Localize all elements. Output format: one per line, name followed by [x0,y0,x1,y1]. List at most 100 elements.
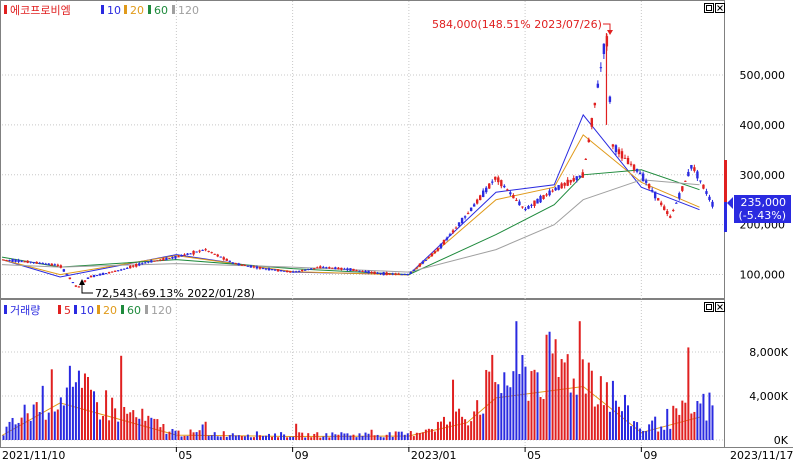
volume-bar [20,417,23,440]
candle-body [518,201,521,206]
candle-body [44,263,47,265]
price-legend: 에코프로비엠 10 20 60 120 [4,4,199,17]
price-tick-label: 300,000 [740,169,786,182]
candle-body [448,234,452,236]
volume-bar [17,422,20,440]
volume-bar [687,347,690,440]
candle-body [445,237,449,240]
candle-body [337,267,340,270]
candle-body [623,157,627,159]
candle-body [663,206,666,210]
volume-bar [602,405,605,440]
candle-body [460,217,464,224]
candle-body [672,209,675,211]
volume-bar [614,400,617,440]
volume-bar [421,432,424,440]
volume-bar [379,436,382,440]
volume-bar [298,432,301,440]
candle-body [409,272,412,274]
volume-bar [23,404,26,440]
volume-bar [50,369,53,440]
volume-bar [14,424,17,440]
maximize-icon[interactable] [704,3,714,13]
candle-body [500,180,503,187]
volume-bar [234,435,237,440]
volume-bar [289,436,292,440]
vol-legend-60: 60 [127,304,141,317]
candle-body [273,269,277,271]
volume-bar [192,432,195,440]
candle-body [279,270,283,272]
volume-bar [409,431,412,440]
candle-body [228,260,231,262]
volume-bar [210,435,213,440]
candle-body [376,272,379,274]
volume-bar [68,365,71,440]
volume-bar [268,433,270,440]
legend-marker-price [4,5,7,14]
volume-bar [436,421,439,440]
candle-body [578,175,581,178]
candle-body [554,187,557,191]
volume-bar [114,408,117,440]
candle-body [2,259,5,261]
volume-bar [412,436,415,440]
volume-bar [527,400,530,440]
candle-body [430,253,434,257]
candle-body [122,268,126,270]
volume-bar [159,427,162,440]
candle-body [304,269,307,271]
volume-bar [74,382,77,440]
candle-body [316,267,319,269]
volume-bar [77,370,80,440]
candle-body [165,257,168,260]
candle-body [246,265,250,267]
volume-bar [56,409,59,440]
volume-bar [310,437,313,440]
candle-body [635,168,639,172]
candle-body [439,243,443,249]
candle-body [77,286,81,288]
candle-body [126,267,129,269]
volume-bar [337,434,340,440]
candle-body [243,264,247,266]
candle-body [421,261,425,264]
volume-bar [59,397,62,440]
candle-body [475,199,479,204]
candle-body [463,216,467,218]
volume-bar [65,387,68,440]
volume-bar [328,437,331,440]
candle-body [647,183,651,189]
candle-body [210,252,213,254]
candle-body [349,268,352,271]
candle-body [68,277,72,280]
volume-close-stroke-b [717,304,723,310]
volume-maximize-icon[interactable] [704,302,714,312]
candle-body [174,255,177,259]
volume-bar [660,426,663,440]
candle-body [385,272,388,276]
candle-body [515,199,518,201]
candle-body [542,195,545,199]
legend-60: 60 [154,4,168,17]
volume-bar [313,433,316,440]
volume-bar [258,435,261,440]
volume-bar [71,386,74,440]
candle-body [17,260,20,263]
candle-body [32,262,35,264]
volume-bar [536,372,539,440]
candle-body [222,257,225,260]
candle-body [8,259,11,261]
candle-body [418,263,422,267]
volume-bar [274,433,277,440]
volume-bar [400,431,403,440]
current-change: (-5.43%) [739,209,787,222]
volume-bar [343,433,346,440]
candle-body [666,211,669,215]
candle-body [47,263,50,265]
volume-tick-label: 4,000K [749,390,788,403]
candle-body [331,267,334,269]
volume-bar [370,429,373,440]
volume-bar [503,372,506,440]
